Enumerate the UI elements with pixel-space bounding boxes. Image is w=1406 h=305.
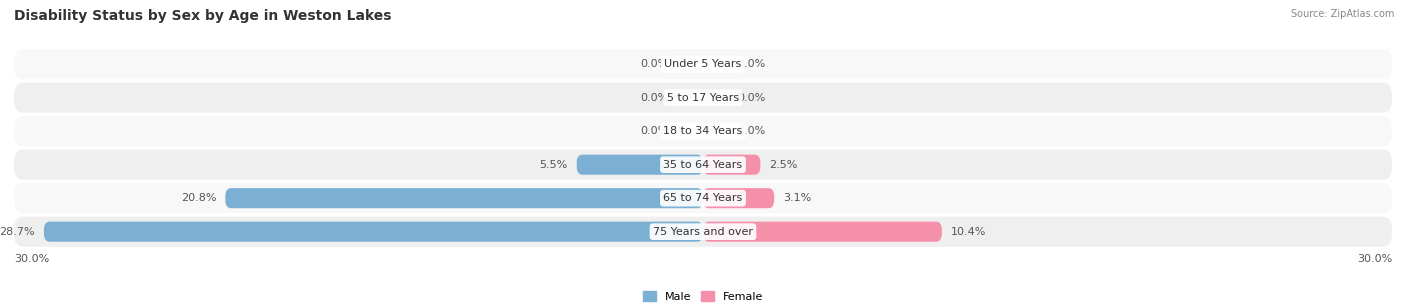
FancyBboxPatch shape (14, 49, 1392, 79)
Text: 18 to 34 Years: 18 to 34 Years (664, 126, 742, 136)
FancyBboxPatch shape (14, 183, 1392, 213)
FancyBboxPatch shape (14, 83, 1392, 113)
Text: 0.0%: 0.0% (640, 59, 669, 69)
FancyBboxPatch shape (44, 222, 703, 242)
Text: Disability Status by Sex by Age in Weston Lakes: Disability Status by Sex by Age in Westo… (14, 9, 391, 23)
Text: 30.0%: 30.0% (1357, 254, 1392, 264)
FancyBboxPatch shape (703, 155, 761, 175)
FancyBboxPatch shape (225, 188, 703, 208)
FancyBboxPatch shape (703, 222, 942, 242)
Text: 5 to 17 Years: 5 to 17 Years (666, 93, 740, 103)
Text: Source: ZipAtlas.com: Source: ZipAtlas.com (1291, 9, 1395, 19)
Legend: Male, Female: Male, Female (643, 291, 763, 302)
FancyBboxPatch shape (703, 188, 775, 208)
Text: 0.0%: 0.0% (738, 126, 766, 136)
Text: 0.0%: 0.0% (640, 93, 669, 103)
Text: 30.0%: 30.0% (14, 254, 49, 264)
Text: 0.0%: 0.0% (738, 59, 766, 69)
Text: 35 to 64 Years: 35 to 64 Years (664, 160, 742, 170)
Text: 0.0%: 0.0% (738, 93, 766, 103)
Text: 0.0%: 0.0% (640, 126, 669, 136)
Text: 10.4%: 10.4% (950, 227, 987, 237)
Text: Under 5 Years: Under 5 Years (665, 59, 741, 69)
Text: 2.5%: 2.5% (769, 160, 799, 170)
Text: 5.5%: 5.5% (540, 160, 568, 170)
Text: 3.1%: 3.1% (783, 193, 811, 203)
FancyBboxPatch shape (14, 116, 1392, 146)
FancyBboxPatch shape (14, 217, 1392, 247)
Text: 28.7%: 28.7% (0, 227, 35, 237)
FancyBboxPatch shape (576, 155, 703, 175)
Text: 20.8%: 20.8% (180, 193, 217, 203)
Text: 65 to 74 Years: 65 to 74 Years (664, 193, 742, 203)
Text: 75 Years and over: 75 Years and over (652, 227, 754, 237)
FancyBboxPatch shape (14, 149, 1392, 180)
